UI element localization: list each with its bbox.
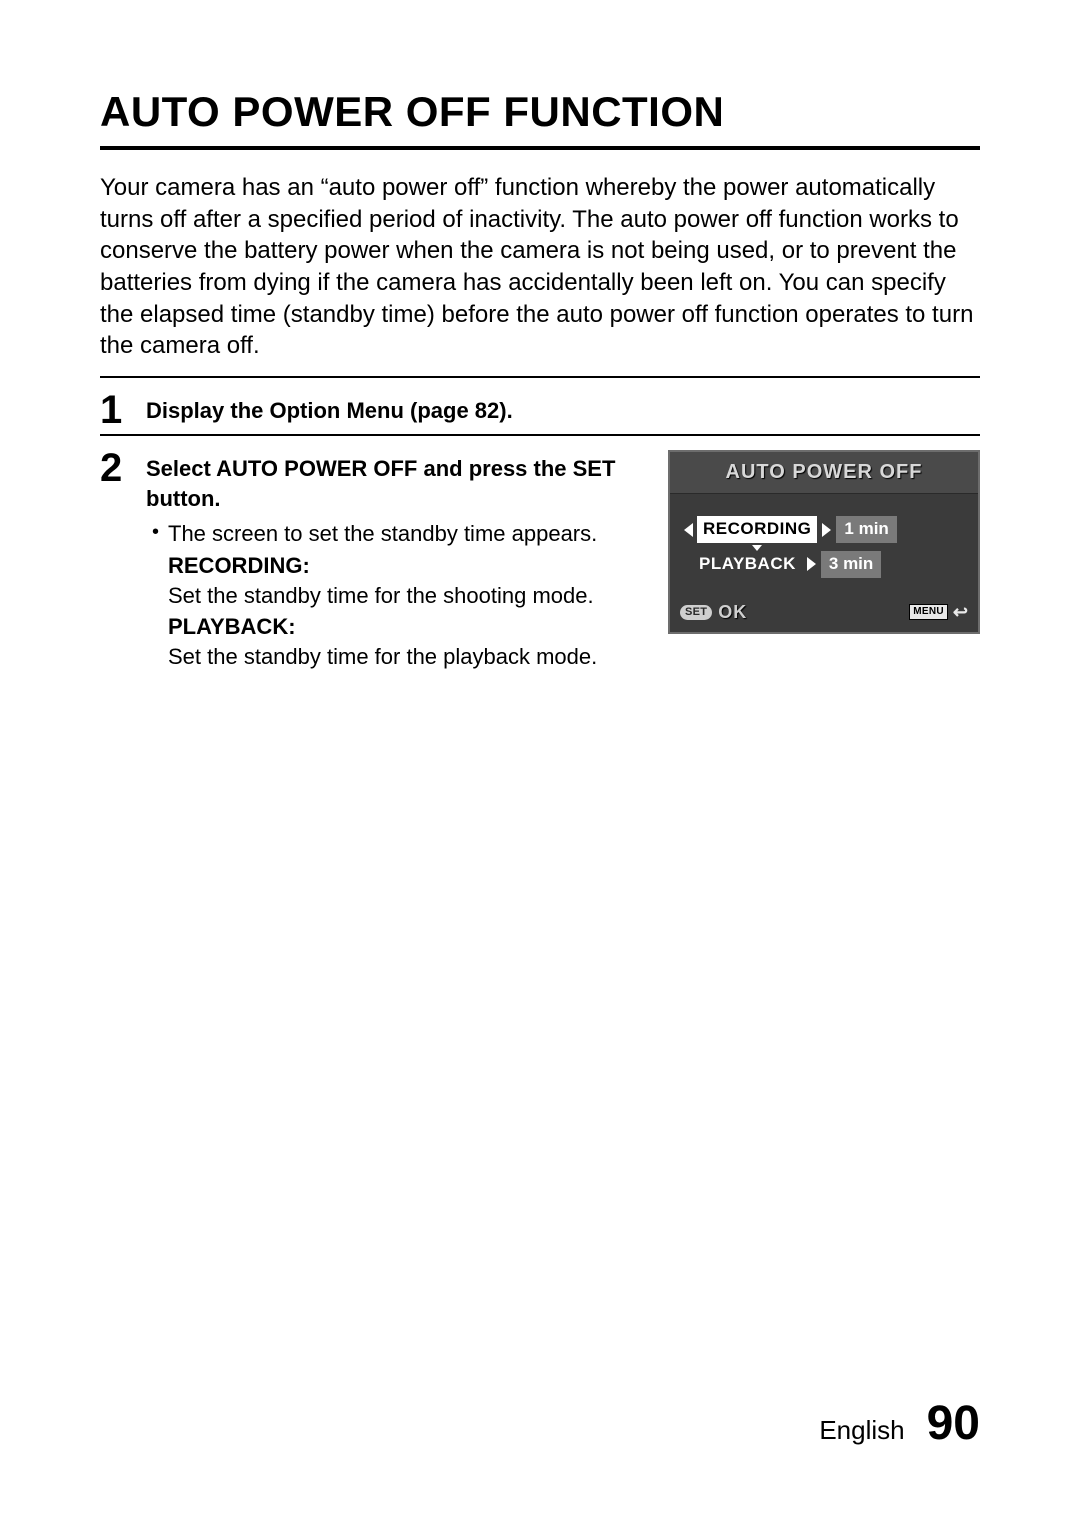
step-heading: Display the Option Menu (page 82).	[146, 388, 980, 426]
intro-paragraph: Your camera has an “auto power off” func…	[100, 172, 980, 362]
step-1: 1 Display the Option Menu (page 82).	[100, 388, 980, 430]
menu-icon: MENU	[909, 604, 948, 620]
playback-label: PLAYBACK:	[168, 612, 644, 642]
chevron-right-icon	[807, 557, 816, 571]
option-row-recording: RECORDING 1 min	[684, 516, 964, 543]
recording-desc: Set the standby time for the shooting mo…	[168, 581, 644, 611]
page-title: AUTO POWER OFF FUNCTION	[100, 88, 980, 150]
language-label: English	[819, 1415, 904, 1446]
divider	[100, 434, 980, 436]
bullet-marker: •	[146, 519, 168, 546]
chevron-left-icon	[684, 523, 693, 537]
bullet-item: • The screen to set the standby time app…	[146, 519, 644, 671]
step-heading: Select AUTO POWER OFF and press the SET …	[146, 446, 644, 513]
option-row-playback: PLAYBACK 3 min	[684, 551, 964, 578]
option-value: 1 min	[836, 516, 896, 543]
camera-screen: AUTO POWER OFF RECORDING 1 min	[668, 450, 980, 634]
option-value: 3 min	[821, 551, 881, 578]
chevron-down-icon	[752, 545, 762, 551]
option-label-selected: RECORDING	[697, 516, 817, 543]
screen-title: AUTO POWER OFF	[670, 452, 978, 494]
bullet-text: The screen to set the standby time appea…	[168, 519, 644, 549]
page-number: 90	[927, 1396, 980, 1451]
option-label: PLAYBACK	[697, 551, 802, 578]
playback-desc: Set the standby time for the playback mo…	[168, 642, 644, 672]
divider	[100, 376, 980, 378]
chevron-right-icon	[822, 523, 831, 537]
step-number: 1	[100, 388, 146, 430]
step-2: 2 Select AUTO POWER OFF and press the SE…	[100, 446, 980, 672]
ok-label: OK	[718, 600, 747, 624]
page-footer: English 90	[819, 1396, 980, 1451]
set-icon: SET	[680, 605, 712, 620]
step-number: 2	[100, 446, 146, 488]
return-icon: ↩	[953, 600, 968, 624]
recording-label: RECORDING:	[168, 551, 644, 581]
